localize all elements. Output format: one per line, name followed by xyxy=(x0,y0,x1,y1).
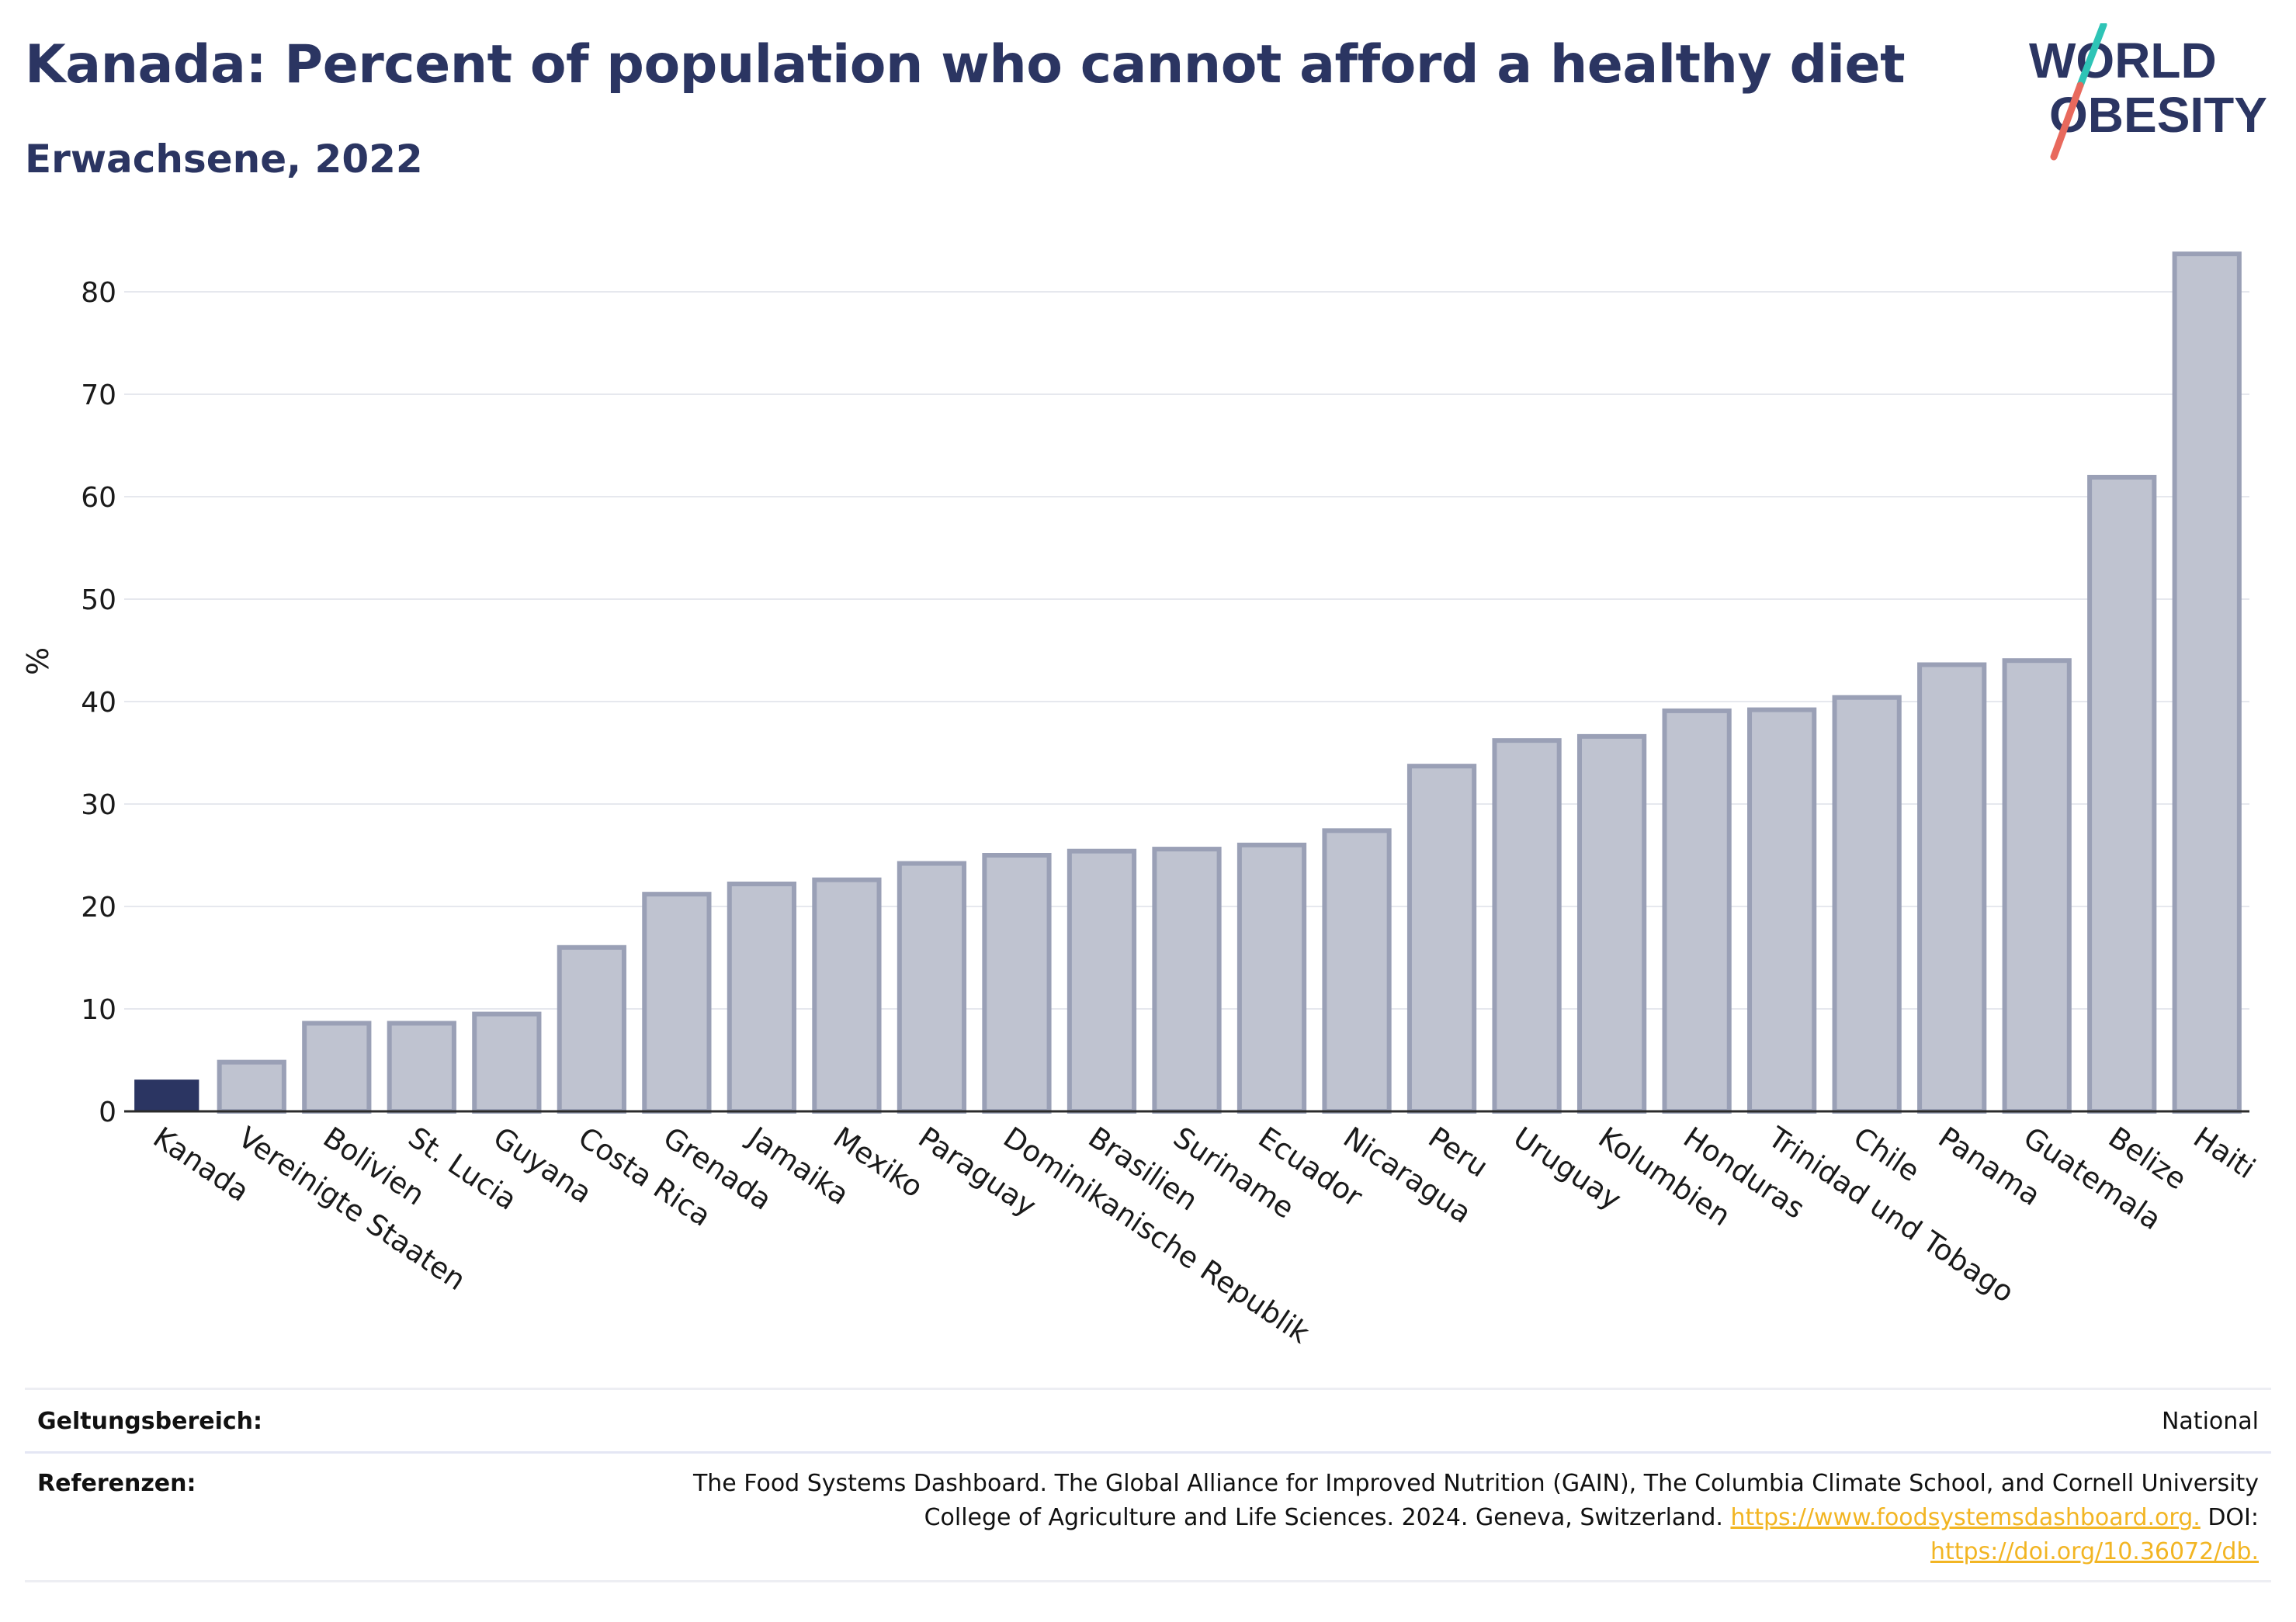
bar-chile xyxy=(1832,695,1902,1114)
y-tick-label: 0 xyxy=(99,1097,116,1128)
chart-subtitle: Erwachsene, 2022 xyxy=(25,137,423,182)
footer-divider-mid xyxy=(25,1451,2271,1454)
y-tick-label: 70 xyxy=(81,380,116,411)
references-row: Referenzen: The Food Systems Dashboard. … xyxy=(25,1467,2271,1583)
bar-nicaragua xyxy=(1322,828,1392,1114)
bar-bolivien xyxy=(302,1021,372,1114)
footer-divider-top xyxy=(25,1388,2271,1390)
bars xyxy=(134,251,2242,1114)
references-text: The Food Systems Dashboard. The Global A… xyxy=(396,1467,2259,1569)
bar-grenada xyxy=(642,892,712,1114)
world-obesity-logo: WORLD OBESITY xyxy=(2029,23,2267,161)
bar-jamaika xyxy=(727,881,797,1114)
bar-peru xyxy=(1406,764,1477,1114)
footer-divider-bottom xyxy=(25,1580,2271,1582)
logo-text-world: WORLD xyxy=(2029,33,2217,88)
logo-text-obesity: OBESITY xyxy=(2049,87,2267,143)
logo-slash-top xyxy=(2076,23,2107,89)
y-axis-label: % xyxy=(21,647,55,675)
bar-paraguay xyxy=(897,861,967,1114)
bar-panama xyxy=(1917,662,1987,1114)
y-tick-label: 10 xyxy=(81,994,116,1026)
y-tick-label: 50 xyxy=(81,584,116,616)
doi-link[interactable]: https://doi.org/10.36072/db. xyxy=(1930,1538,2259,1565)
references-line-1: The Food Systems Dashboard. The Global A… xyxy=(692,1470,2259,1497)
bar-brasilien xyxy=(1066,848,1137,1114)
logo-slash-bottom xyxy=(2050,81,2084,161)
bar-guatemala xyxy=(2002,658,2072,1114)
y-tick-label: 20 xyxy=(81,892,116,924)
chart-title: Kanada: Percent of population who cannot… xyxy=(25,34,1906,95)
bar-mexiko xyxy=(812,877,882,1114)
bar-suriname xyxy=(1152,847,1222,1114)
bar-uruguay xyxy=(1492,738,1562,1114)
references-label: Referenzen: xyxy=(37,1470,196,1497)
bar-trinidad-und-tobago xyxy=(1747,707,1817,1114)
bar-dominikanische-republik xyxy=(982,853,1052,1114)
bar-vereinigte-staaten xyxy=(217,1059,286,1114)
scope-value: National xyxy=(2161,1408,2259,1435)
bar-belize xyxy=(2087,474,2157,1114)
bar-haiti xyxy=(2172,251,2242,1114)
doi-label: DOI: xyxy=(2208,1504,2259,1531)
bar-guyana xyxy=(472,1011,542,1114)
bar-st-lucia xyxy=(387,1021,456,1114)
y-tick-label: 30 xyxy=(81,789,116,821)
y-tick-label: 80 xyxy=(81,277,116,309)
bar-kolumbien xyxy=(1576,733,1647,1114)
references-line-2-text: College of Agriculture and Life Sciences… xyxy=(924,1504,1723,1531)
scope-row: Geltungsbereich: National xyxy=(25,1405,2271,1444)
references-line-2: College of Agriculture and Life Sciences… xyxy=(396,1501,2259,1535)
bar-kanada xyxy=(134,1080,199,1111)
bar-honduras xyxy=(1662,708,1732,1114)
y-tick-label: 60 xyxy=(81,482,116,514)
bar-costa-rica xyxy=(557,944,626,1114)
scope-label: Geltungsbereich: xyxy=(37,1408,263,1435)
x-tick-label: Haiti xyxy=(2187,1121,2261,1185)
dashboard-link[interactable]: https://www.foodsystemsdashboard.org. xyxy=(1730,1504,2201,1531)
y-axis-ticks: 0 10 20 30 40 50 60 70 80 xyxy=(81,277,116,1128)
bar-ecuador xyxy=(1236,842,1307,1114)
x-tick-label: Kanada xyxy=(147,1121,255,1208)
y-tick-label: 40 xyxy=(81,687,116,719)
